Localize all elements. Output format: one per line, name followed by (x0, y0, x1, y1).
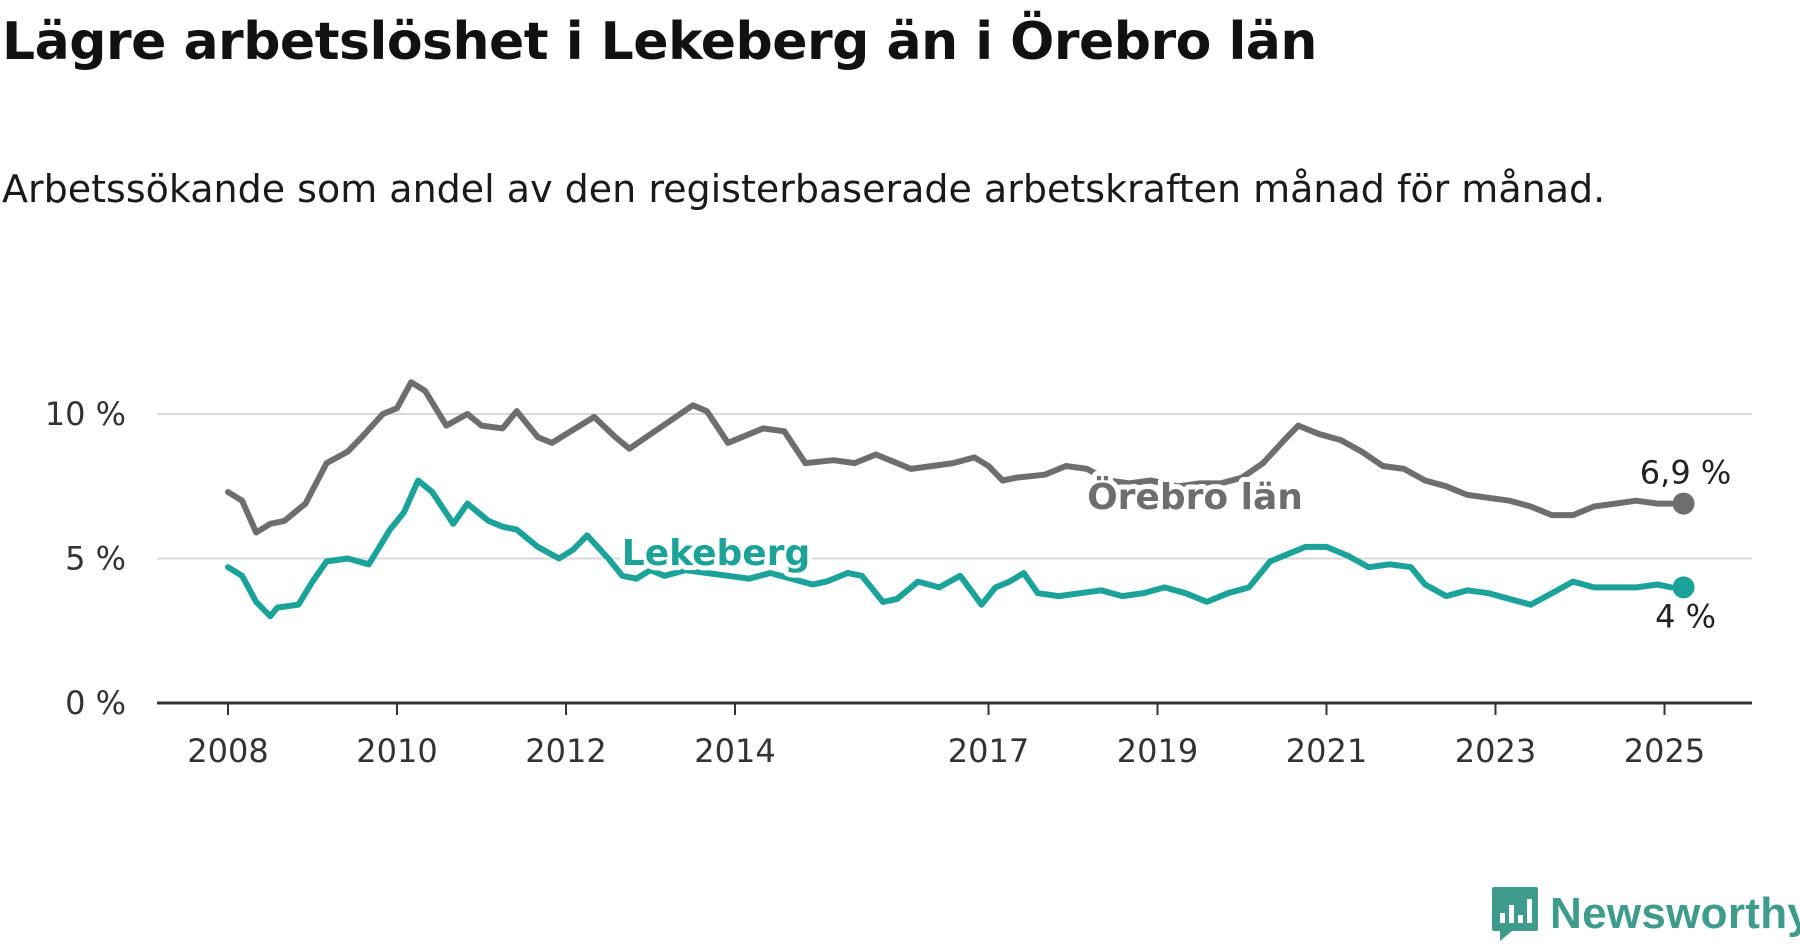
x-tick-label: 2023 (1455, 732, 1536, 770)
x-tick-label: 2019 (1117, 732, 1198, 770)
x-tick-label: 2008 (187, 732, 268, 770)
chart-subtitle: Arbetssökande som andel av den registerb… (2, 167, 1606, 211)
x-axis-ticks: 2008 2010 2012 2014 2017 2019 2021 2023 2025 (187, 703, 1705, 770)
x-tick-label: 2025 (1624, 732, 1705, 770)
y-tick-label: 10 % (45, 395, 126, 433)
series-labels: 6,9 % 4 % Örebro län Lekeberg (617, 454, 1732, 636)
chart-title: Lägre arbetslöshet i Lekeberg än i Örebr… (2, 12, 1317, 72)
series-end-dot (1672, 576, 1695, 599)
series-lines (225, 379, 1695, 620)
gridlines (157, 413, 1752, 705)
series-end-label: 6,9 % (1640, 454, 1731, 492)
series-line-örebro-län (225, 379, 1675, 536)
series-end-dot (1672, 492, 1695, 515)
newsworthy-logo-icon (1492, 887, 1538, 941)
x-tick-label: 2021 (1286, 732, 1367, 770)
series-name-label: Örebro län (1087, 476, 1303, 518)
series-end-label: 4 % (1655, 597, 1716, 635)
x-tick-label: 2010 (356, 732, 437, 770)
x-tick-label: 2012 (525, 732, 606, 770)
series-name-label: Lekeberg (622, 533, 810, 574)
x-tick-label: 2017 (948, 732, 1029, 770)
y-axis-ticks: 0 % 5 % 10 % (45, 395, 126, 722)
y-tick-label: 5 % (65, 540, 126, 578)
newsworthy-logo: Newsworthy (1490, 885, 1800, 943)
series-line-lekeberg (225, 477, 1675, 620)
y-tick-label: 0 % (65, 684, 126, 722)
newsworthy-brand-name: Newsworthy (1550, 889, 1800, 938)
x-tick-label: 2014 (694, 732, 775, 770)
